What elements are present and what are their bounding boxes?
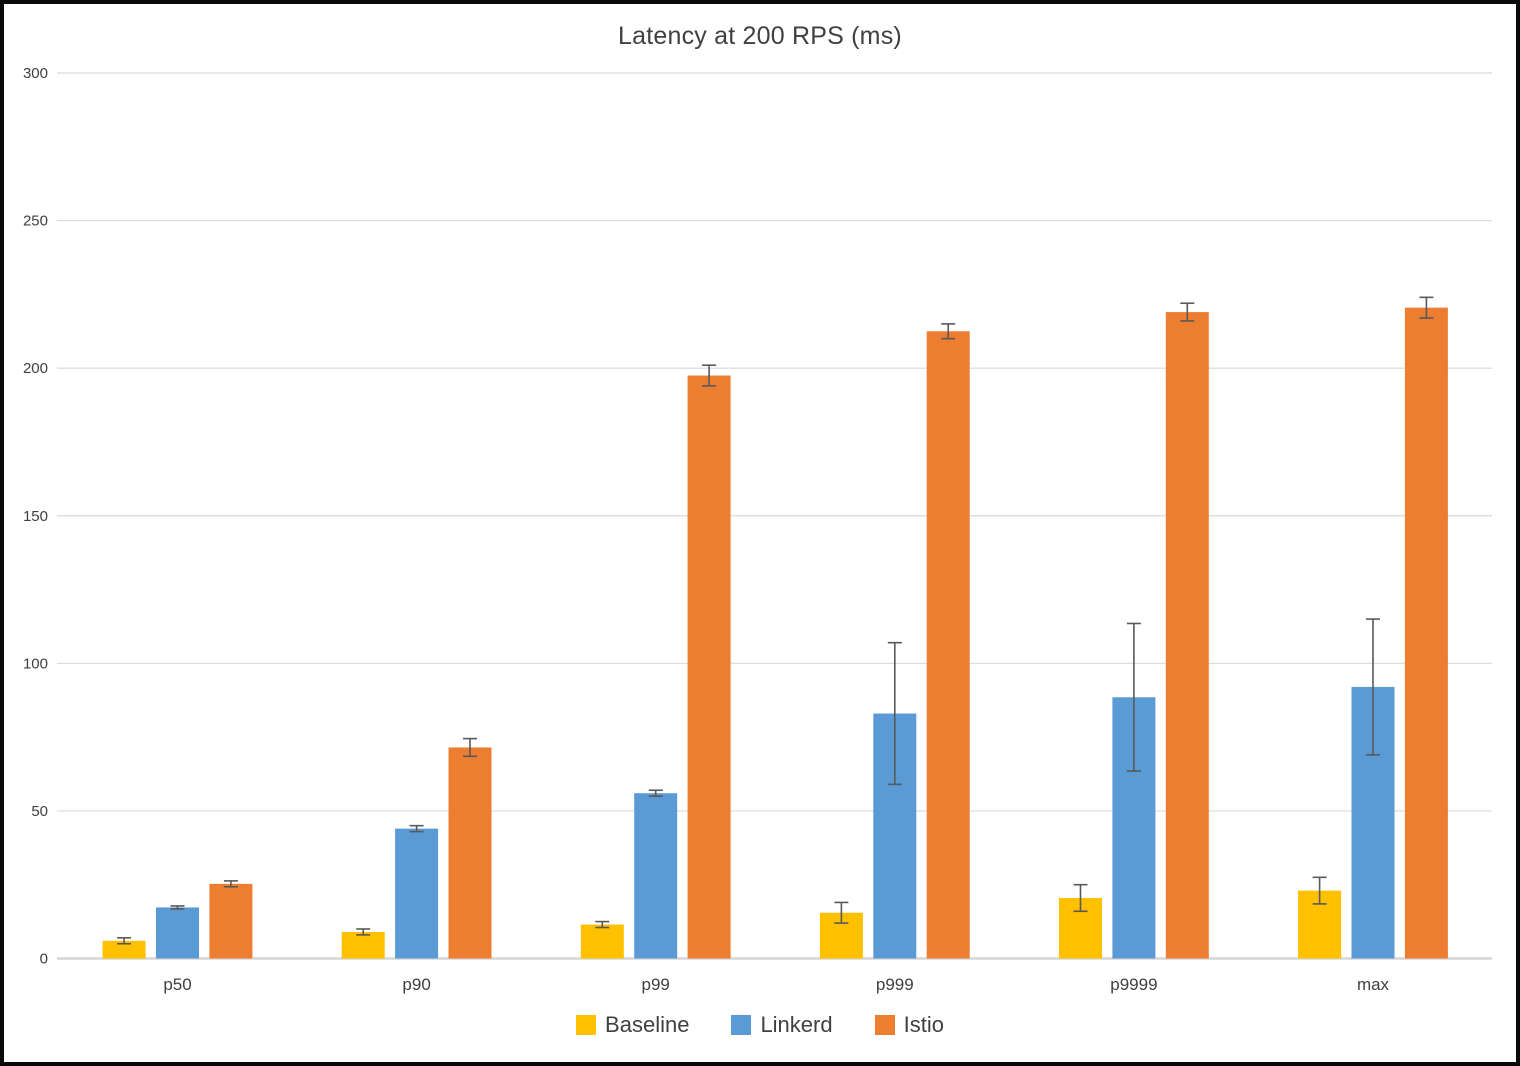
bar-istio-p99 [687, 375, 731, 959]
legend-swatch-istio [874, 1015, 895, 1035]
bar-istio-max [1404, 307, 1448, 959]
y-tick-label-250: 250 [23, 213, 48, 230]
x-axis-label-max: max [1357, 975, 1390, 994]
bar-linkerd-p50 [156, 907, 199, 959]
y-tick-label-50: 50 [31, 803, 48, 820]
x-axis-label-p90: p90 [402, 975, 430, 994]
bar-baseline-p99 [580, 924, 624, 959]
bar-plot: 0 50 100 150 200 250 300 p50 p90 p99 p999 p9999 max [23, 65, 1492, 994]
y-tick-label-200: 200 [23, 360, 48, 377]
x-axis-label-p50: p50 [163, 975, 191, 994]
y-tick-label-150: 150 [23, 508, 48, 525]
bar-baseline-p50 [102, 940, 146, 959]
legend: Baseline Linkerd Istio [4, 1014, 1516, 1036]
bar-linkerd-p99 [634, 793, 678, 959]
legend-item-baseline: Baseline [576, 1014, 689, 1036]
legend-label-linkerd: Linkerd [760, 1012, 833, 1037]
chart-title: Latency at 200 RPS (ms) [618, 22, 902, 50]
legend-label-istio: Istio [903, 1012, 944, 1037]
legend-item-linkerd: Linkerd [731, 1012, 833, 1037]
bar-istio-p9999 [1165, 312, 1209, 959]
legend-swatch-linkerd [731, 1015, 752, 1035]
bar-linkerd-p90 [395, 828, 439, 959]
legend-swatch-baseline [576, 1015, 597, 1035]
x-axis-label-p999: p999 [876, 975, 914, 994]
bar-baseline-p90 [341, 931, 385, 959]
y-tick-label-300: 300 [23, 65, 48, 82]
y-tick-label-0: 0 [40, 951, 48, 968]
bar-istio-p50 [209, 883, 253, 959]
x-axis-label-p99: p99 [642, 975, 670, 994]
legend-item-istio: Istio [874, 1012, 944, 1037]
y-tick-label-100: 100 [23, 655, 48, 672]
x-axis-label-p9999: p9999 [1110, 975, 1157, 994]
bar-istio-p90 [448, 747, 492, 959]
bar-istio-p999 [926, 331, 970, 959]
legend-label-baseline: Baseline [605, 1012, 690, 1037]
